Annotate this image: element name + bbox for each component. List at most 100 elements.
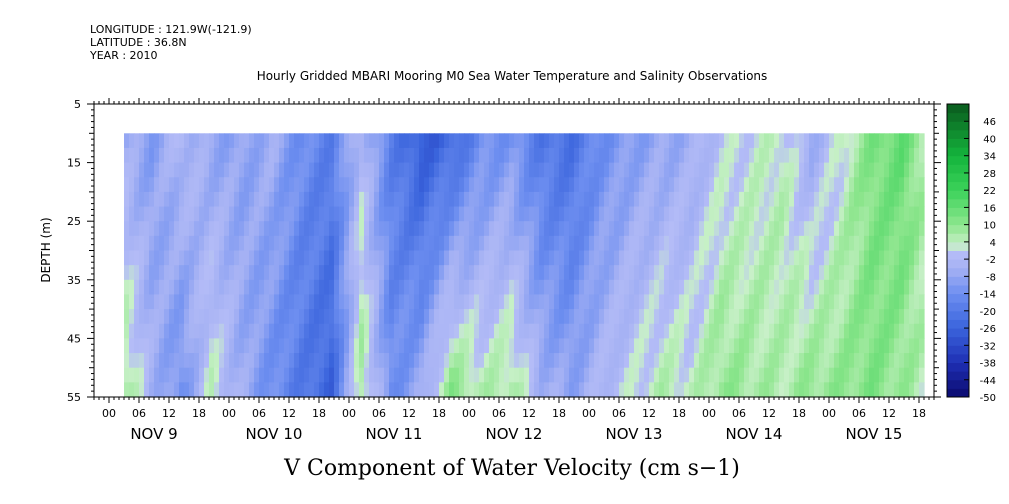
heatmap-cell bbox=[814, 191, 820, 208]
heatmap-cell bbox=[444, 133, 450, 149]
heatmap-cell bbox=[459, 191, 465, 208]
heatmap-cell bbox=[294, 294, 300, 310]
heatmap-cell bbox=[814, 206, 820, 222]
heatmap-cell bbox=[644, 309, 650, 325]
heatmap-cell bbox=[774, 206, 780, 222]
heatmap-cell bbox=[639, 367, 645, 383]
heatmap-cell bbox=[264, 279, 270, 296]
heatmap-cell bbox=[194, 309, 200, 325]
heatmap-cell bbox=[299, 250, 305, 266]
heatmap-cell bbox=[609, 177, 615, 193]
heatmap-cell bbox=[919, 162, 925, 178]
heatmap-cell bbox=[319, 382, 325, 398]
heatmap-cell bbox=[424, 265, 430, 281]
heatmap-cell bbox=[329, 221, 335, 237]
heatmap-cell bbox=[529, 353, 535, 369]
heatmap-cell bbox=[899, 279, 905, 296]
heatmap-cell bbox=[244, 338, 250, 354]
heatmap-cell bbox=[344, 147, 350, 164]
heatmap-cell bbox=[654, 177, 660, 193]
heatmap-cell bbox=[709, 367, 715, 383]
heatmap-cell bbox=[399, 309, 405, 325]
heatmap-cell bbox=[459, 323, 465, 339]
heatmap-cell bbox=[534, 294, 540, 310]
heatmap-cell bbox=[429, 177, 435, 193]
heatmap-cell bbox=[359, 235, 365, 252]
heatmap-cell bbox=[344, 162, 350, 178]
heatmap-cell bbox=[694, 177, 700, 193]
heatmap-cell bbox=[859, 265, 865, 281]
heatmap-cell bbox=[759, 294, 765, 310]
heatmap-cell bbox=[654, 191, 660, 208]
heatmap-cell bbox=[214, 147, 220, 164]
heatmap-cell bbox=[334, 338, 340, 354]
heatmap-cell bbox=[724, 294, 730, 310]
heatmap-cell bbox=[724, 323, 730, 339]
heatmap-cell bbox=[704, 309, 710, 325]
heatmap-cell bbox=[439, 147, 445, 164]
heatmap-cell bbox=[754, 235, 760, 252]
heatmap-cell bbox=[804, 191, 810, 208]
heatmap-cell bbox=[149, 367, 155, 383]
heatmap-cell bbox=[679, 309, 685, 325]
heatmap-cell bbox=[469, 191, 475, 208]
heatmap-cell bbox=[824, 367, 830, 383]
heatmap-cell bbox=[674, 265, 680, 281]
heatmap-cell bbox=[429, 206, 435, 222]
heatmap-cell bbox=[824, 353, 830, 369]
heatmap-cell bbox=[874, 162, 880, 178]
heatmap-cell bbox=[339, 147, 345, 164]
heatmap-cell bbox=[774, 177, 780, 193]
heatmap-cell bbox=[354, 323, 360, 339]
heatmap-cell bbox=[814, 133, 820, 149]
heatmap-cell bbox=[404, 250, 410, 266]
heatmap-cell bbox=[274, 309, 280, 325]
heatmap-cell bbox=[684, 323, 690, 339]
heatmap-cell bbox=[389, 265, 395, 281]
heatmap-cell bbox=[774, 309, 780, 325]
heatmap-cell bbox=[159, 147, 165, 164]
heatmap-cell bbox=[394, 353, 400, 369]
heatmap-cell bbox=[324, 133, 330, 149]
heatmap-cell bbox=[524, 221, 530, 237]
heatmap-cell bbox=[714, 279, 720, 296]
heatmap-cell bbox=[254, 147, 260, 164]
heatmap-cell bbox=[284, 177, 290, 193]
heatmap-cell bbox=[879, 323, 885, 339]
heatmap-cell bbox=[374, 279, 380, 296]
heatmap-cell bbox=[379, 147, 385, 164]
heatmap-cell bbox=[534, 265, 540, 281]
heatmap-cell bbox=[644, 133, 650, 149]
heatmap-cell bbox=[179, 367, 185, 383]
heatmap-cell bbox=[474, 221, 480, 237]
heatmap-cell bbox=[259, 177, 265, 193]
heatmap-cell bbox=[609, 235, 615, 252]
heatmap-cell bbox=[919, 294, 925, 310]
heatmap-cell bbox=[624, 221, 630, 237]
heatmap-cell bbox=[559, 323, 565, 339]
heatmap-cell bbox=[459, 177, 465, 193]
heatmap-cell bbox=[914, 147, 920, 164]
heatmap-cell bbox=[794, 191, 800, 208]
heatmap-cell bbox=[879, 235, 885, 252]
heatmap-cell bbox=[394, 367, 400, 383]
heatmap-cell bbox=[399, 294, 405, 310]
heatmap-cell bbox=[484, 309, 490, 325]
heatmap-cell bbox=[619, 323, 625, 339]
heatmap-cell bbox=[809, 338, 815, 354]
heatmap-cell bbox=[754, 338, 760, 354]
heatmap-cell bbox=[809, 309, 815, 325]
heatmap-cell bbox=[364, 382, 370, 398]
heatmap-cell bbox=[704, 206, 710, 222]
heatmap-cell bbox=[689, 309, 695, 325]
heatmap-cell bbox=[509, 353, 515, 369]
heatmap-cell bbox=[504, 382, 510, 398]
heatmap-cell bbox=[529, 133, 535, 149]
heatmap-cell bbox=[649, 177, 655, 193]
heatmap-cell bbox=[434, 250, 440, 266]
heatmap-cell bbox=[724, 265, 730, 281]
heatmap-cell bbox=[584, 177, 590, 193]
heatmap-cell bbox=[399, 191, 405, 208]
heatmap-cell bbox=[869, 250, 875, 266]
heatmap-cell bbox=[424, 206, 430, 222]
